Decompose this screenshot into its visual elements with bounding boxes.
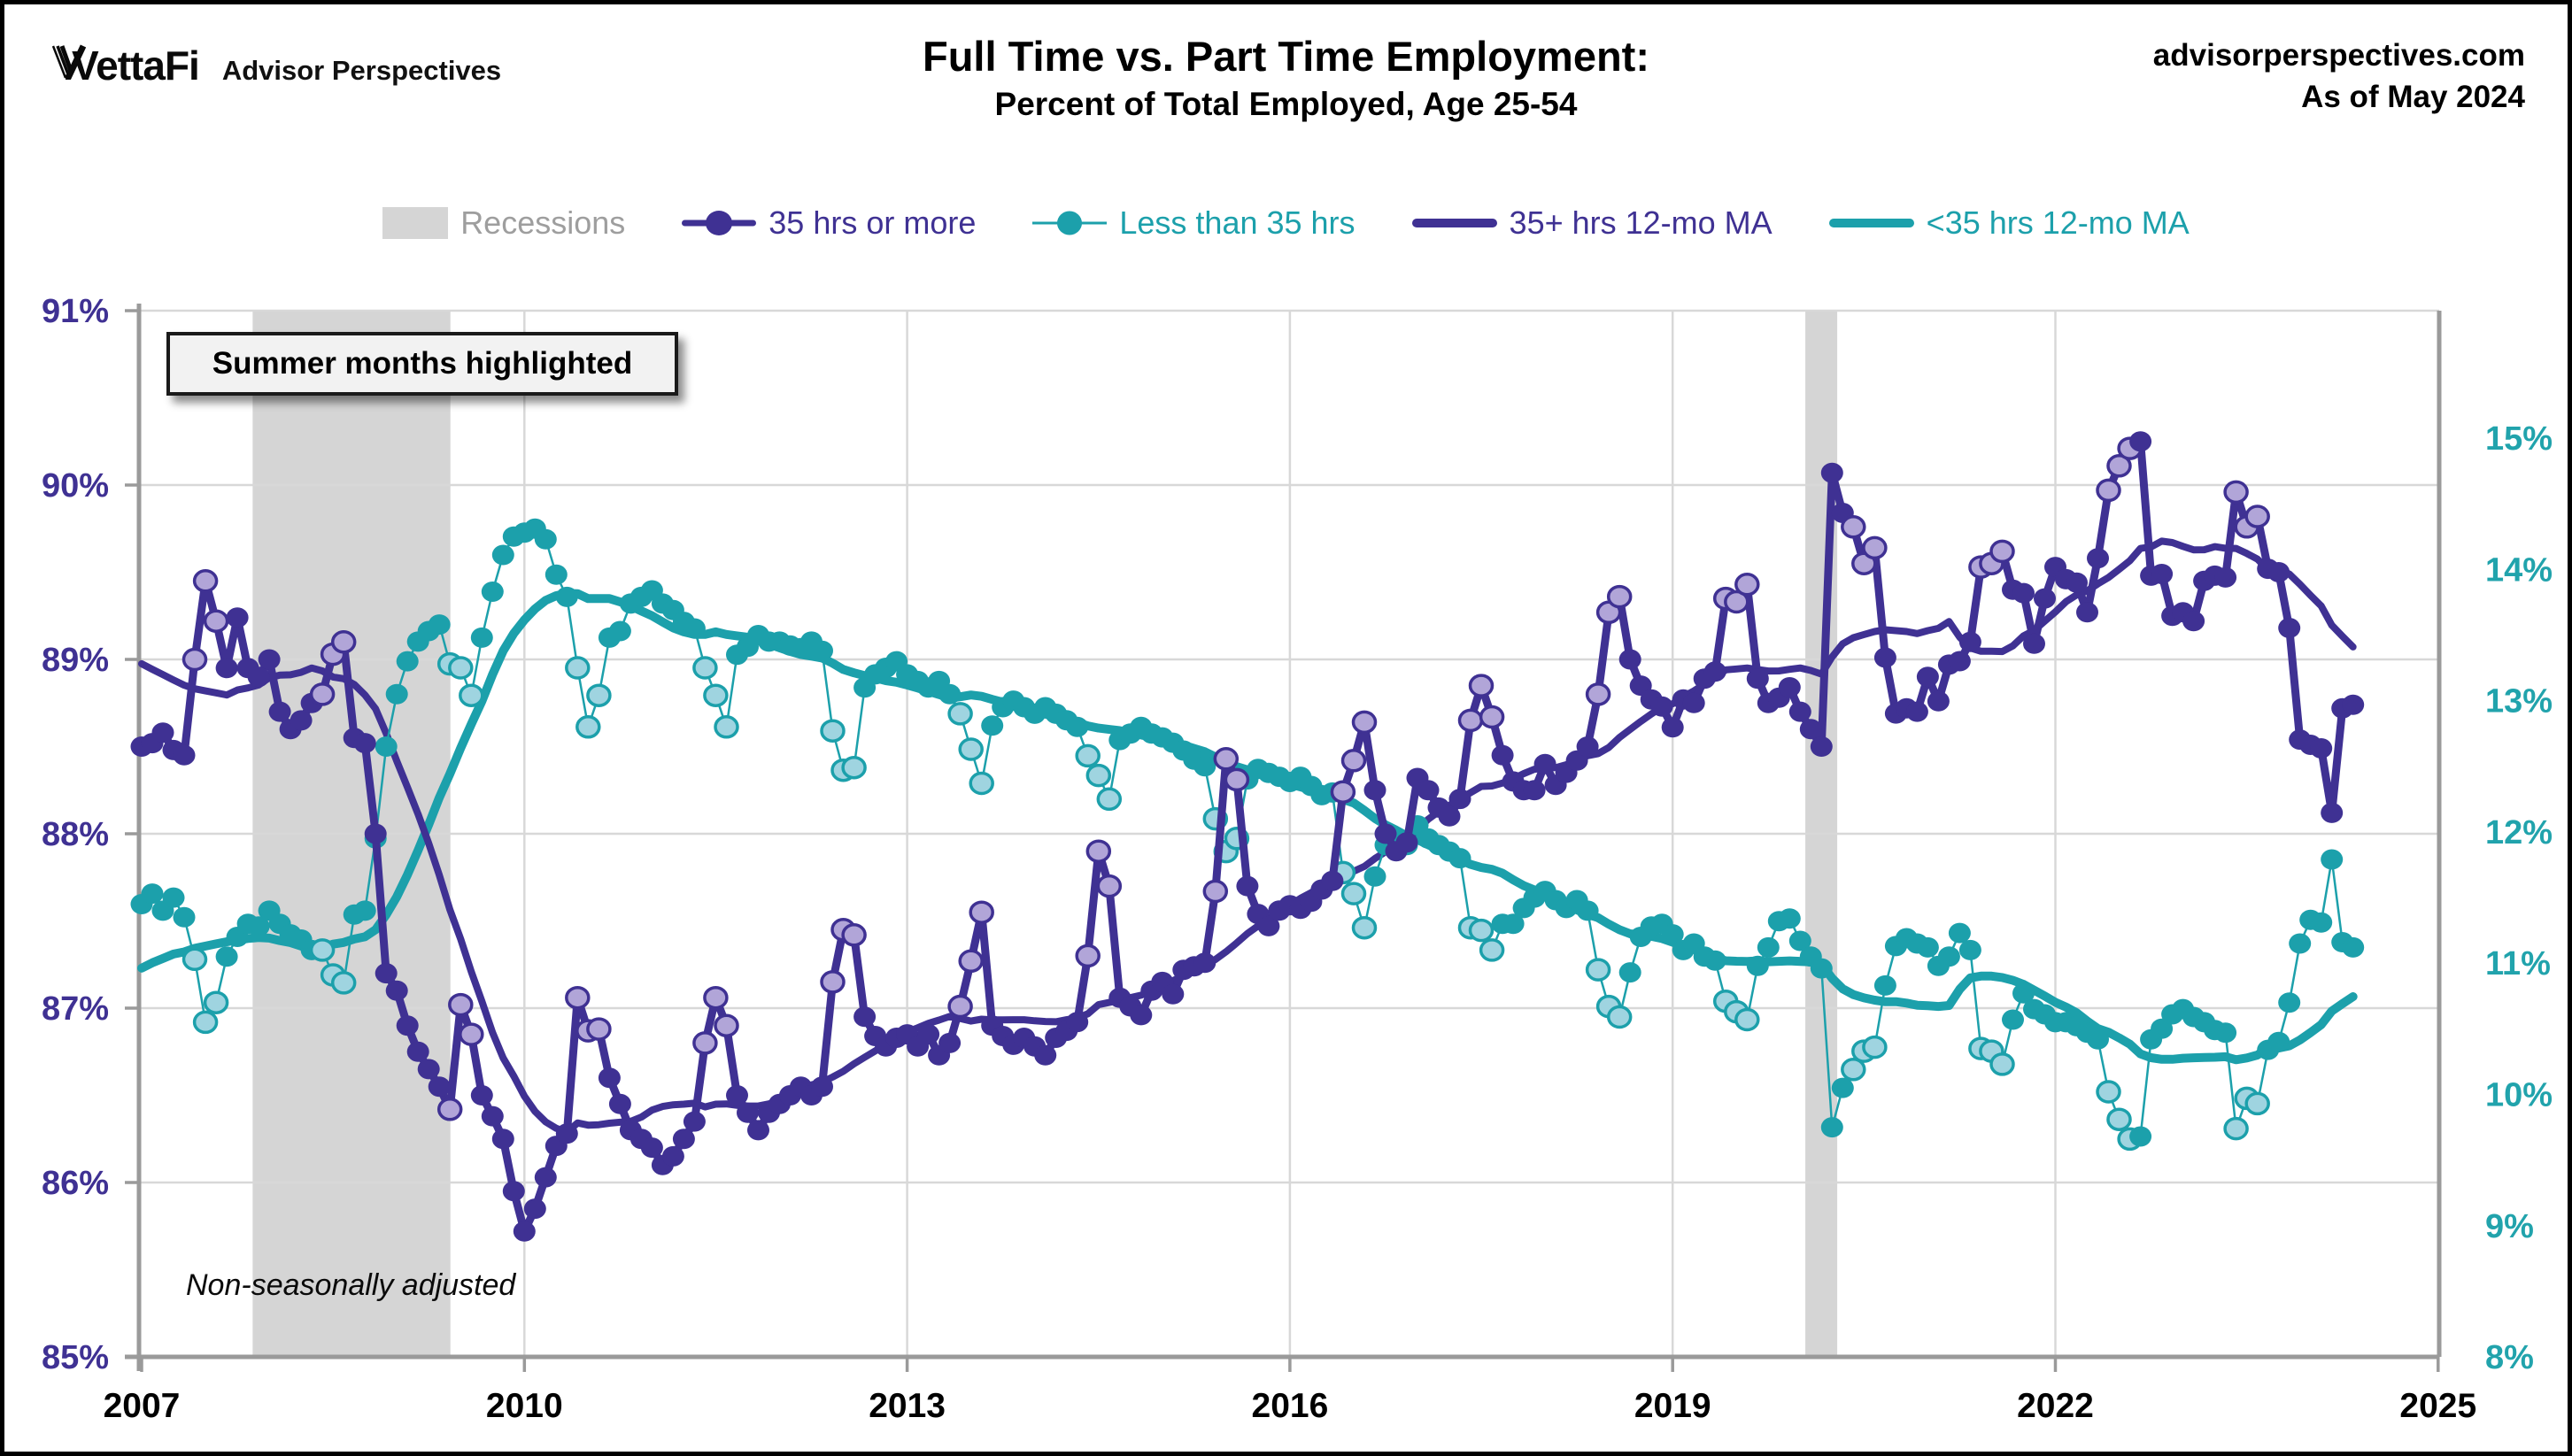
svg-text:2013: 2013 bbox=[869, 1387, 946, 1425]
non-seasonally-adjusted-note: Non-seasonally adjusted bbox=[186, 1268, 516, 1302]
svg-text:10%: 10% bbox=[2485, 1077, 2553, 1114]
logo-primary-text: VettaFi bbox=[72, 42, 200, 89]
swatch-dot bbox=[706, 211, 733, 235]
svg-text:14%: 14% bbox=[2485, 551, 2553, 589]
source-site: advisorperspectives.com bbox=[2152, 38, 2525, 73]
summer-highlight-text: Summer months highlighted bbox=[212, 346, 633, 381]
svg-text:90%: 90% bbox=[42, 467, 109, 505]
part-time-dot-swatch bbox=[1032, 210, 1108, 236]
svg-text:13%: 13% bbox=[2485, 683, 2553, 720]
legend-label: <35 hrs 12-mo MA bbox=[1926, 204, 2190, 241]
legend-label: 35+ hrs 12-mo MA bbox=[1509, 204, 1773, 241]
legend-item-35-or-more: 35 hrs or more bbox=[682, 204, 976, 242]
summer-highlight-callout: Summer months highlighted bbox=[166, 332, 678, 396]
legend-label: Less than 35 hrs bbox=[1119, 204, 1356, 241]
svg-text:89%: 89% bbox=[42, 642, 109, 679]
recession-swatch bbox=[382, 207, 449, 239]
chart-title-block: Full Time vs. Part Time Employment: Perc… bbox=[755, 31, 1818, 126]
legend-label: Recessions bbox=[460, 204, 626, 241]
svg-text:15%: 15% bbox=[2485, 420, 2553, 458]
logo-secondary-text: Advisor Perspectives bbox=[221, 55, 502, 86]
svg-text:88%: 88% bbox=[42, 816, 109, 853]
as-of-date: As of May 2024 bbox=[2301, 80, 2525, 115]
svg-text:2025: 2025 bbox=[2399, 1387, 2476, 1425]
svg-text:85%: 85% bbox=[42, 1339, 109, 1376]
svg-text:86%: 86% bbox=[42, 1165, 109, 1202]
svg-text:9%: 9% bbox=[2485, 1208, 2534, 1245]
svg-text:12%: 12% bbox=[2485, 814, 2553, 851]
legend-item-less-than-35: Less than 35 hrs bbox=[1032, 204, 1356, 242]
part-time-ma-swatch bbox=[1828, 219, 1914, 227]
svg-text:87%: 87% bbox=[42, 990, 109, 1028]
legend-label: 35 hrs or more bbox=[769, 204, 977, 241]
swatch-dot bbox=[1057, 211, 1083, 235]
chart-svg: 91% 90% 89% 88% 87% 86% 85% 15% 14% 13% 12% 11% 10% 9… bbox=[42, 293, 2553, 1425]
svg-text:91%: 91% bbox=[42, 293, 109, 330]
svg-text:2022: 2022 bbox=[2017, 1387, 2094, 1425]
vettafi-logo: VettaFi bbox=[50, 42, 200, 89]
legend-item-35-ma: 35+ hrs 12-mo MA bbox=[1411, 204, 1773, 242]
legend-item-recessions: Recessions bbox=[382, 204, 625, 242]
full-time-dot-swatch bbox=[682, 210, 757, 236]
svg-text:2007: 2007 bbox=[104, 1387, 181, 1425]
source-block: advisorperspectives.com As of May 2024 bbox=[2153, 35, 2525, 119]
svg-text:8%: 8% bbox=[2485, 1339, 2534, 1376]
page-title: Full Time vs. Part Time Employment: bbox=[923, 33, 1649, 80]
logo: VettaFi Advisor Perspectives bbox=[50, 42, 501, 89]
svg-text:11%: 11% bbox=[2485, 945, 2551, 982]
svg-text:2016: 2016 bbox=[1252, 1387, 1329, 1425]
full-time-ma-swatch bbox=[1411, 219, 1497, 227]
page-subtitle: Percent of Total Employed, Age 25-54 bbox=[994, 85, 1578, 122]
legend: Recessions 35 hrs or more Less than 35 h… bbox=[4, 204, 2568, 242]
vettafi-v-icon bbox=[51, 44, 86, 80]
legend-item-less35-ma: <35 hrs 12-mo MA bbox=[1828, 204, 2190, 242]
svg-text:2010: 2010 bbox=[486, 1387, 563, 1425]
svg-text:2019: 2019 bbox=[1634, 1387, 1711, 1425]
